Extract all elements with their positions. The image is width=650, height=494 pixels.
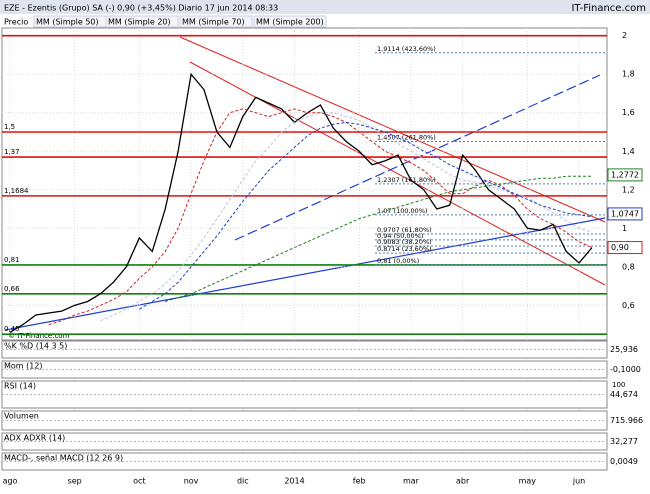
indicator-title: MACD-, señal MACD (12 26 9)	[4, 454, 123, 463]
legend-entry: MM (Simple 70)	[182, 18, 245, 27]
x-tick-label: abr	[456, 477, 470, 486]
trend-line	[179, 36, 606, 223]
chart-title: EZE - Ezentis (Grupo) SA (-) 0,90 (+3,45…	[4, 4, 278, 13]
indicator-value: 715.966	[610, 416, 643, 425]
indicator-value: 44,674	[610, 390, 638, 399]
indicator-panel	[1, 380, 608, 409]
source: IT-Finance.com	[571, 3, 646, 14]
price-tag-label: 1,0747	[611, 209, 639, 218]
indicator-value: -0,1000	[610, 365, 641, 374]
legend-entry: MM (Simple 20)	[108, 18, 171, 27]
fib-label: 0,94 (50,00%)	[377, 232, 423, 240]
fib-label: 1,2307 (161,80%)	[377, 176, 436, 184]
x-tick-label: jun	[572, 477, 585, 486]
indicator-panel	[1, 410, 608, 431]
indicator-panel	[1, 432, 608, 451]
x-tick-label: feb	[353, 477, 366, 486]
x-tick-label: 2014	[284, 477, 304, 486]
indicator-title: ADX ADXR (14)	[4, 434, 65, 443]
fib-label: 1,4507 (261,80%)	[377, 133, 436, 141]
price-line	[9, 72, 593, 333]
moving-average	[165, 175, 592, 302]
fib-label: 1,07 (100,00%)	[377, 207, 428, 215]
y-tick-label: 2	[622, 31, 627, 40]
fib-label: 0,8714 (23,60%)	[377, 245, 432, 253]
indicator-panel	[1, 360, 608, 379]
watermark: © IT-Finance.com	[8, 332, 70, 340]
indicator-scale: 100	[612, 381, 625, 389]
y-tick-label: 0,6	[622, 301, 635, 310]
fib-label: 1,9114 (423,60%)	[377, 45, 436, 53]
legend-box	[179, 15, 253, 28]
y-tick-label: 1	[622, 224, 627, 233]
x-tick-label: mar	[403, 477, 420, 486]
price-tag	[607, 207, 643, 221]
x-tick-label: ago	[3, 477, 18, 486]
legend-box	[105, 15, 179, 28]
price-tag-label: 0,90	[611, 243, 629, 252]
indicator-title: %K %D (14 3 5)	[4, 342, 67, 351]
level-label: 0,81	[4, 256, 20, 264]
x-tick-label: oct	[133, 477, 145, 486]
legend-entry: Precio	[4, 18, 28, 27]
indicator-title: Mom (12)	[4, 362, 43, 371]
price-panel	[1, 27, 608, 341]
level-label: 0,45	[4, 325, 20, 333]
y-tick-label: 1,6	[622, 108, 635, 117]
x-tick-label: nov	[184, 477, 199, 486]
y-tick-label: 1,8	[622, 70, 635, 79]
indicator-value: 25,936	[610, 345, 638, 354]
legend-entry: MM (Simple 200)	[256, 18, 324, 27]
y-tick-label: 1,2	[622, 185, 635, 194]
legend-entry: MM (Simple 50)	[36, 18, 99, 27]
moving-average	[139, 121, 593, 310]
moving-average	[48, 108, 593, 326]
trend-line	[4, 217, 606, 331]
y-tick-label: 0,8	[622, 262, 635, 271]
x-tick-label: dic	[237, 477, 249, 486]
indicator-value: 32,277	[610, 437, 638, 446]
level-label: 1,5	[4, 123, 15, 131]
price-tag	[607, 168, 643, 182]
indicator-title: Volumen	[4, 412, 39, 421]
level-label: 1,1684	[4, 187, 29, 195]
level-label: 1,37	[4, 148, 20, 156]
x-tick-label: may	[519, 477, 537, 486]
indicator-panel	[1, 340, 608, 359]
fib-label: 0,81 (0,00%)	[377, 257, 419, 265]
header-bar	[0, 0, 650, 14]
level-label: 0,66	[4, 285, 20, 293]
indicator-value: 0,0049	[610, 457, 638, 466]
price-tag-label: 1,2772	[611, 170, 639, 179]
fib-label: 0,9707 (61,80%)	[377, 226, 432, 234]
y-tick-label: 1,4	[622, 147, 635, 156]
fib-label: 0,9083 (38,20%)	[377, 238, 432, 246]
moving-average	[100, 112, 593, 322]
indicator-title: RSI (14)	[4, 382, 36, 391]
price-tag	[607, 241, 643, 255]
legend-box	[253, 15, 327, 28]
x-tick-label: sep	[68, 477, 82, 486]
